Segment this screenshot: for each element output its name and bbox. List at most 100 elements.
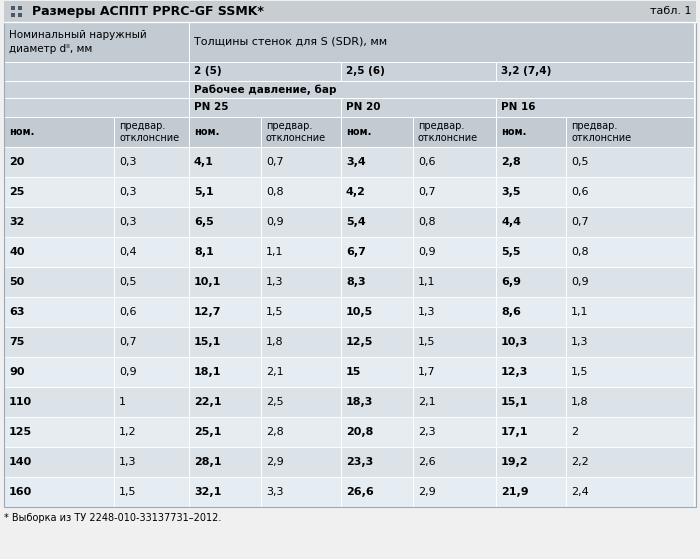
Bar (413, 147, 496, 177)
Text: 6,5: 6,5 (194, 217, 214, 227)
Text: 5,1: 5,1 (194, 187, 214, 197)
Bar (4, 62, 189, 81)
Text: 0,6: 0,6 (418, 157, 435, 167)
Bar (4, 98, 189, 117)
Text: 160: 160 (9, 487, 32, 497)
Text: 0,6: 0,6 (571, 187, 589, 197)
Text: 0,3: 0,3 (119, 157, 136, 167)
Bar (341, 117, 413, 147)
Text: 1,5: 1,5 (571, 367, 589, 377)
Bar (189, 387, 261, 417)
Text: 2,8: 2,8 (501, 157, 521, 167)
Text: 8,6: 8,6 (501, 307, 521, 317)
Text: ном.: ном. (9, 127, 34, 137)
Text: 20: 20 (9, 157, 25, 167)
Text: 1,5: 1,5 (418, 337, 435, 347)
Text: 0,9: 0,9 (418, 247, 435, 257)
Text: 2,8: 2,8 (266, 427, 284, 437)
Bar (114, 207, 189, 237)
Text: предвар.
отклонсние: предвар. отклонсние (571, 121, 631, 143)
Bar (496, 62, 694, 81)
Bar (261, 387, 341, 417)
Bar (4, 22, 189, 62)
Text: 0,9: 0,9 (266, 217, 284, 227)
Text: 1,5: 1,5 (266, 307, 284, 317)
Bar (341, 357, 413, 387)
Bar (261, 267, 341, 297)
Text: 125: 125 (9, 427, 32, 437)
Text: 1,5: 1,5 (119, 487, 136, 497)
Bar (261, 327, 341, 357)
Text: 1,1: 1,1 (266, 247, 284, 257)
Text: 0,7: 0,7 (119, 337, 136, 347)
Text: 18,1: 18,1 (194, 367, 221, 377)
Bar (413, 297, 496, 327)
Bar (566, 447, 694, 477)
Bar (4, 237, 114, 267)
Bar (114, 297, 189, 327)
Bar (413, 267, 496, 297)
Bar (189, 447, 261, 477)
Bar (114, 267, 189, 297)
Text: 5,5: 5,5 (501, 247, 521, 257)
Bar (566, 177, 694, 207)
Text: 2,9: 2,9 (418, 487, 435, 497)
Bar (496, 177, 566, 207)
Text: 1,2: 1,2 (119, 427, 136, 437)
Bar (189, 477, 261, 507)
Text: 5,4: 5,4 (346, 217, 365, 227)
Text: PN 25: PN 25 (194, 102, 228, 112)
Bar (261, 417, 341, 447)
Bar (413, 177, 496, 207)
Bar (261, 297, 341, 327)
Text: 50: 50 (9, 277, 25, 287)
Text: 19,2: 19,2 (501, 457, 528, 467)
Text: 0,8: 0,8 (571, 247, 589, 257)
Bar (114, 357, 189, 387)
Bar (189, 117, 261, 147)
Bar (189, 267, 261, 297)
Text: 28,1: 28,1 (194, 457, 221, 467)
Bar (261, 147, 341, 177)
Bar (496, 417, 566, 447)
Text: 2,6: 2,6 (418, 457, 435, 467)
Text: 0,7: 0,7 (571, 217, 589, 227)
Text: 2,5: 2,5 (266, 397, 284, 407)
Bar (189, 357, 261, 387)
Bar (189, 147, 261, 177)
Text: 4,4: 4,4 (501, 217, 521, 227)
Bar (4, 207, 114, 237)
Bar (413, 357, 496, 387)
Bar (566, 117, 694, 147)
Bar (261, 207, 341, 237)
Text: 1: 1 (119, 397, 126, 407)
Text: 0,9: 0,9 (119, 367, 136, 377)
Bar (341, 387, 413, 417)
Bar (496, 98, 694, 117)
Text: 3,4: 3,4 (346, 157, 365, 167)
Bar (496, 147, 566, 177)
Text: 32,1: 32,1 (194, 487, 221, 497)
Bar (496, 327, 566, 357)
Bar (114, 117, 189, 147)
Text: 2,3: 2,3 (418, 427, 435, 437)
Bar (496, 117, 566, 147)
Text: 10,5: 10,5 (346, 307, 373, 317)
Text: 2 (5): 2 (5) (194, 67, 222, 77)
Bar (4, 267, 114, 297)
Text: предвар.
отклонсние: предвар. отклонсние (266, 121, 326, 143)
Bar (4, 387, 114, 417)
Text: Размеры АСППТ PPRC-GF SSMK*: Размеры АСППТ PPRC-GF SSMK* (32, 5, 264, 18)
Bar (341, 327, 413, 357)
Text: 2,1: 2,1 (418, 397, 435, 407)
Text: 1,7: 1,7 (418, 367, 435, 377)
Bar (4, 417, 114, 447)
Bar (4, 117, 114, 147)
Text: 2,1: 2,1 (266, 367, 284, 377)
Bar (4, 81, 189, 98)
Text: 22,1: 22,1 (194, 397, 221, 407)
Bar (566, 417, 694, 447)
Bar (341, 177, 413, 207)
Text: 0,7: 0,7 (266, 157, 284, 167)
Bar (566, 387, 694, 417)
